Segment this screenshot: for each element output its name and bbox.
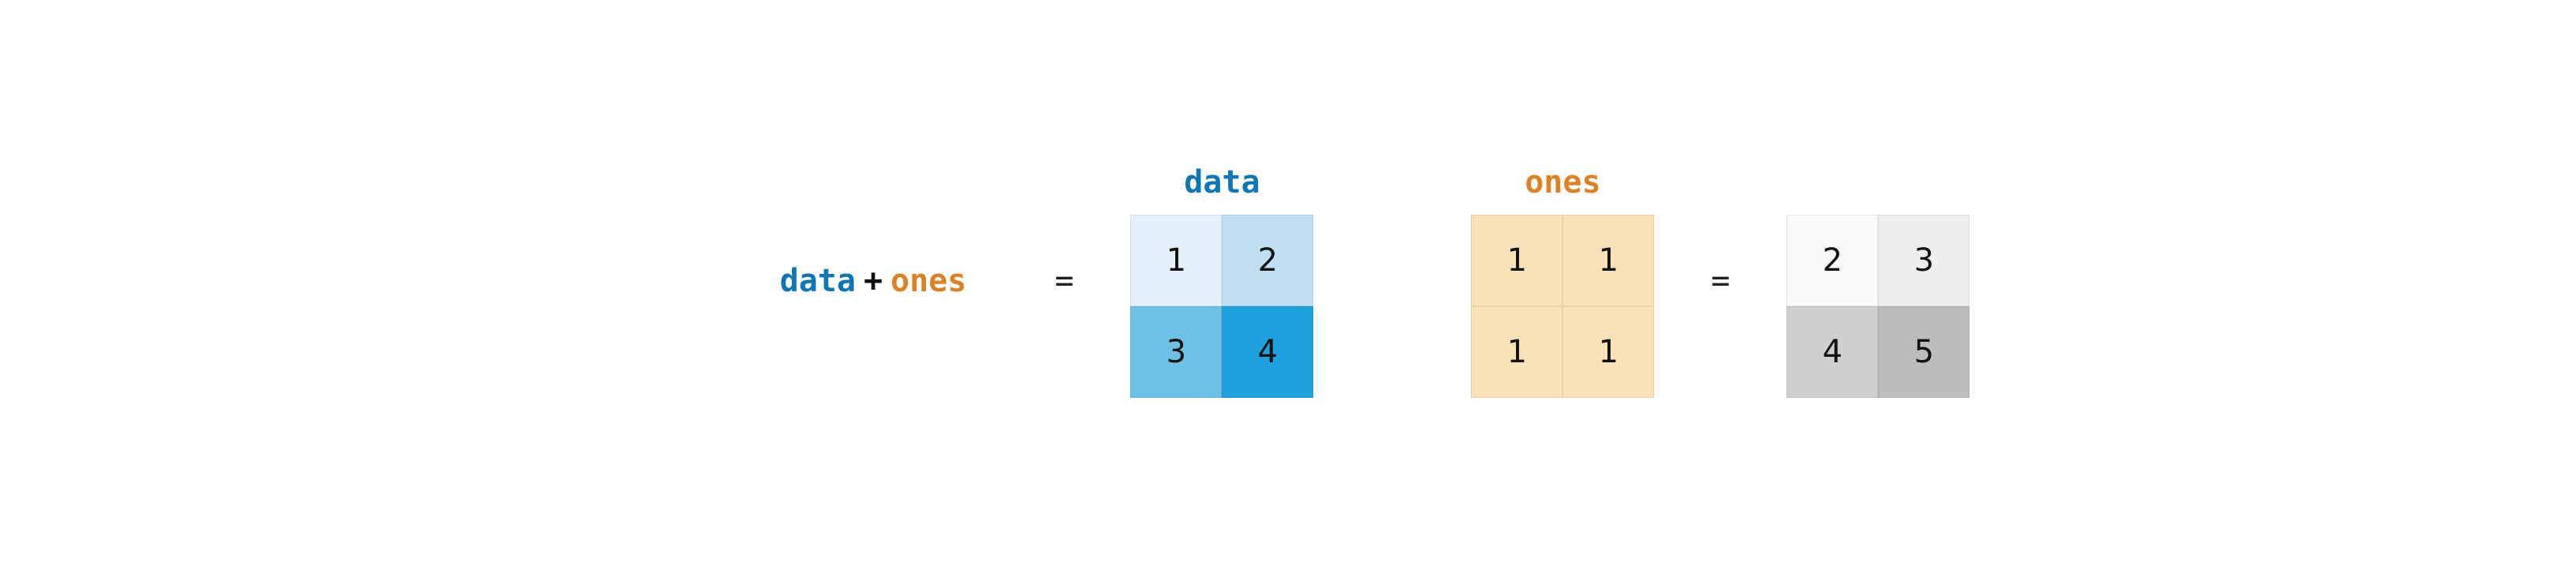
expression: data + ones xyxy=(780,263,967,299)
result-cell: 2 xyxy=(1786,215,1878,306)
data-cell: 4 xyxy=(1222,306,1313,398)
data-matrix-title: data xyxy=(1184,164,1260,204)
ones-cell: 1 xyxy=(1562,215,1654,306)
result-cell: 5 xyxy=(1878,306,1969,398)
ones-cell: 1 xyxy=(1471,306,1562,398)
result-matrix: 2345 xyxy=(1786,215,1969,398)
result-cell: 3 xyxy=(1878,215,1969,306)
lhs-data-label: data xyxy=(780,263,856,299)
equals-operator-2: = xyxy=(1709,263,1731,299)
ones-cell: 1 xyxy=(1562,306,1654,398)
data-cell: 2 xyxy=(1222,215,1313,306)
lhs-ones-label: ones xyxy=(890,263,966,299)
ones-matrix: 1111 xyxy=(1471,215,1654,398)
data-cell: 3 xyxy=(1130,306,1222,398)
ones-matrix-wrap: ones 1111 xyxy=(1471,164,1654,398)
diagram-wrap: data + ones = data 1234 ones 1111 = 2345 xyxy=(607,164,1970,398)
result-matrix-wrap: 2345 xyxy=(1786,164,1969,398)
ones-cell: 1 xyxy=(1471,215,1562,306)
result-cell: 4 xyxy=(1786,306,1878,398)
data-matrix: 1234 xyxy=(1130,215,1313,398)
ones-matrix-title: ones xyxy=(1525,164,1600,204)
data-cell: 1 xyxy=(1130,215,1222,306)
equals-operator-1: = xyxy=(1053,263,1075,299)
plus-operator: + xyxy=(864,263,883,299)
data-matrix-wrap: data 1234 xyxy=(1130,164,1313,398)
